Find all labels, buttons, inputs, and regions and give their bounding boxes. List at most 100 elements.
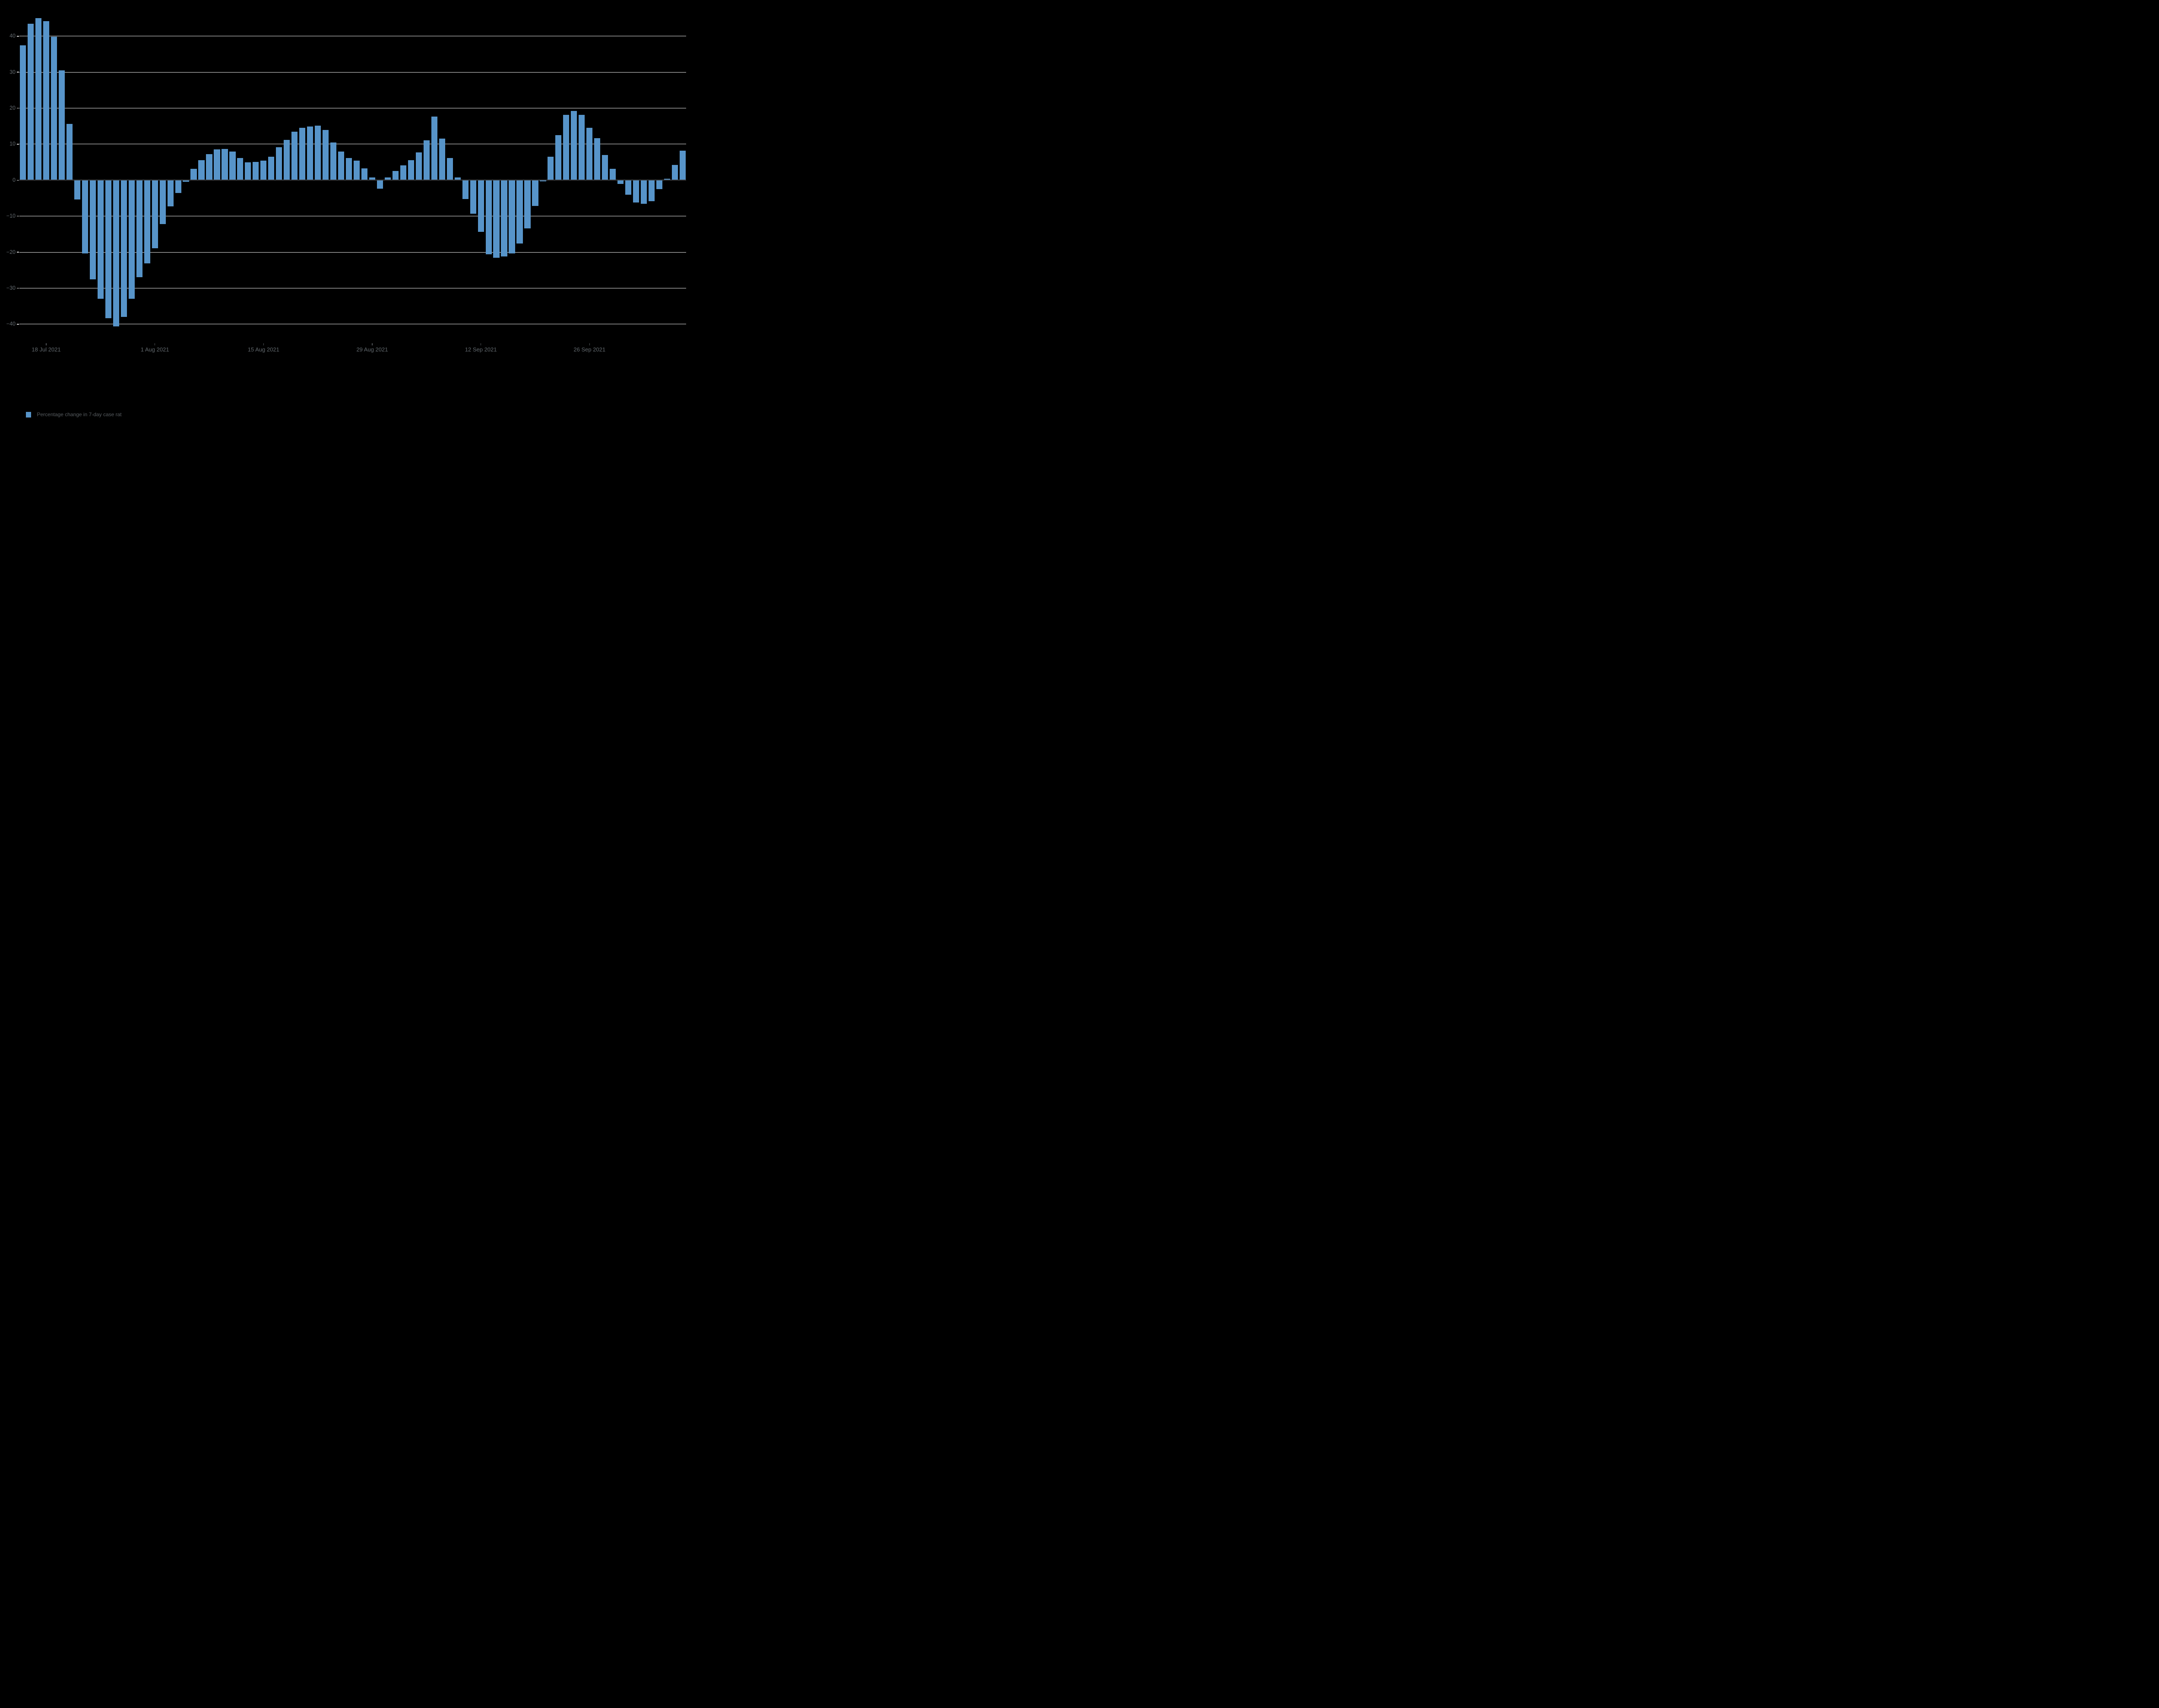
bar[interactable]	[470, 180, 476, 214]
bar[interactable]	[338, 152, 345, 180]
bar[interactable]	[20, 45, 26, 180]
bar[interactable]	[291, 131, 298, 180]
bar[interactable]	[664, 178, 671, 180]
bar[interactable]	[268, 157, 275, 180]
bar[interactable]	[105, 180, 111, 318]
bar[interactable]	[571, 111, 577, 180]
bar[interactable]	[524, 180, 531, 228]
bar[interactable]	[478, 180, 484, 232]
bar[interactable]	[345, 158, 352, 180]
bar[interactable]	[237, 158, 244, 180]
bar[interactable]	[384, 177, 391, 180]
bar[interactable]	[446, 158, 453, 180]
bar[interactable]	[330, 142, 337, 180]
bar[interactable]	[408, 160, 414, 180]
bar[interactable]	[315, 126, 321, 180]
bar[interactable]	[245, 162, 251, 180]
bar[interactable]	[377, 180, 383, 189]
bar[interactable]	[97, 180, 104, 299]
bar[interactable]	[253, 161, 259, 180]
bar[interactable]	[175, 180, 181, 193]
x-tick	[372, 343, 373, 345]
bar[interactable]	[361, 168, 368, 180]
bar[interactable]	[586, 127, 593, 180]
bar[interactable]	[540, 180, 546, 181]
bar[interactable]	[128, 180, 135, 299]
bar[interactable]	[648, 180, 655, 202]
bar[interactable]	[400, 165, 406, 180]
bar[interactable]	[144, 180, 150, 263]
bar[interactable]	[82, 180, 88, 253]
bar[interactable]	[190, 169, 197, 180]
bar[interactable]	[602, 155, 608, 180]
bar[interactable]	[431, 116, 437, 180]
bar[interactable]	[206, 154, 212, 180]
bar[interactable]	[439, 139, 445, 180]
gridline	[19, 72, 686, 73]
bar[interactable]	[415, 152, 422, 180]
bar[interactable]	[563, 115, 570, 180]
y-axis-label: 20	[9, 105, 16, 111]
bar[interactable]	[58, 70, 65, 180]
bar[interactable]	[679, 150, 686, 180]
legend-swatch	[26, 411, 31, 418]
bar[interactable]	[423, 140, 430, 180]
bar[interactable]	[299, 127, 306, 180]
bar[interactable]	[113, 180, 119, 326]
bar[interactable]	[641, 180, 647, 204]
bar[interactable]	[229, 151, 236, 180]
y-tick	[17, 324, 19, 325]
bar[interactable]	[555, 135, 562, 180]
bar[interactable]	[120, 180, 127, 317]
bar[interactable]	[516, 180, 523, 244]
bar[interactable]	[198, 160, 205, 180]
x-tick	[263, 343, 264, 345]
y-axis-label: 40	[9, 33, 16, 39]
bar[interactable]	[548, 157, 554, 180]
y-tick	[17, 108, 19, 109]
bar[interactable]	[594, 138, 601, 180]
bar[interactable]	[462, 180, 469, 199]
bar[interactable]	[27, 23, 34, 180]
bar[interactable]	[136, 180, 142, 278]
bar[interactable]	[392, 171, 399, 180]
bar[interactable]	[493, 180, 500, 258]
bar[interactable]	[625, 180, 632, 195]
bar[interactable]	[183, 180, 189, 182]
bar[interactable]	[159, 180, 166, 224]
bar[interactable]	[276, 147, 282, 180]
bar[interactable]	[509, 180, 515, 253]
bar[interactable]	[501, 180, 507, 257]
y-tick	[17, 252, 19, 253]
bar[interactable]	[66, 124, 73, 180]
bar[interactable]	[532, 180, 538, 206]
bar[interactable]	[51, 37, 57, 180]
bar[interactable]	[323, 130, 329, 180]
bar[interactable]	[284, 139, 290, 180]
bar[interactable]	[369, 177, 376, 180]
bar[interactable]	[260, 161, 267, 180]
bar[interactable]	[152, 180, 158, 248]
bar[interactable]	[214, 149, 220, 180]
x-axis-label: 12 Sep 2021	[465, 346, 497, 353]
bar[interactable]	[454, 177, 461, 180]
y-tick	[17, 180, 19, 181]
bar[interactable]	[617, 180, 624, 184]
gridline	[19, 252, 686, 253]
bar[interactable]	[222, 149, 228, 180]
bar[interactable]	[485, 180, 492, 255]
bar[interactable]	[307, 127, 313, 180]
bar[interactable]	[43, 21, 50, 180]
y-axis-label: −20	[6, 249, 16, 255]
bar[interactable]	[579, 115, 585, 180]
bar[interactable]	[35, 18, 42, 180]
bar[interactable]	[167, 180, 174, 207]
bar[interactable]	[353, 161, 360, 180]
bar[interactable]	[656, 180, 663, 190]
bar[interactable]	[633, 180, 639, 202]
bar[interactable]	[89, 180, 96, 279]
bar[interactable]	[74, 180, 80, 200]
bar[interactable]	[671, 165, 678, 180]
x-axis-label: 1 Aug 2021	[140, 346, 169, 353]
bar[interactable]	[610, 168, 616, 180]
